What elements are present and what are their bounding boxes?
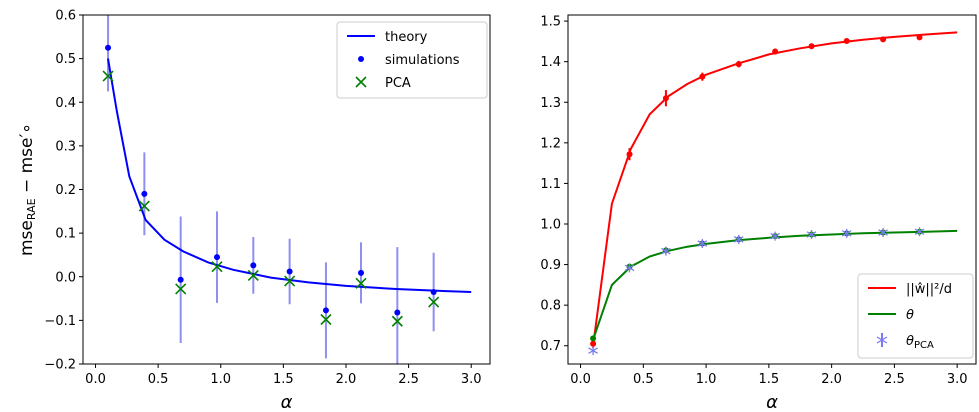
data-point — [213, 254, 220, 261]
x-tick-label: 2.0 — [336, 372, 357, 387]
data-point — [843, 37, 850, 44]
x-tick-label: 1.0 — [210, 372, 231, 387]
pca-star-marker — [806, 230, 817, 240]
y-tick-label: 0.8 — [540, 299, 561, 314]
data-point — [286, 268, 293, 275]
pca-marker — [428, 296, 440, 308]
pca-marker — [138, 200, 150, 212]
y-tick-label: 0.1 — [55, 227, 76, 242]
legend-star-handle — [876, 335, 888, 345]
x-tick-label: 3.0 — [947, 372, 968, 387]
y-axis-label: mseRAE − mse′∘ — [17, 123, 38, 256]
x-axis-label: α — [766, 392, 778, 412]
legend-dot-handle — [358, 56, 364, 62]
plot-area — [102, 15, 472, 364]
y-tick-label: 0.3 — [55, 139, 76, 154]
pca-star-marker — [624, 263, 635, 273]
y-tick-label: 0.7 — [540, 339, 561, 354]
left-chart: 0.0 0.5 1.0 1.5 2.0 2.5 3.0 −0.2 −0.1 0.0 0.1 0.2 0.… — [17, 9, 491, 412]
x-tick-label: 0.5 — [148, 372, 169, 387]
x-tick-label: 1.5 — [273, 372, 294, 387]
data-point — [699, 73, 706, 80]
data-point — [916, 34, 923, 41]
data-point — [880, 36, 887, 43]
legend-label: theory — [385, 30, 428, 45]
pca-star-marker — [733, 234, 744, 244]
legend-label: θPCA — [906, 334, 934, 351]
x-axis-label: α — [281, 392, 293, 412]
data-point — [662, 95, 669, 102]
data-point — [808, 43, 815, 50]
y-tick-label: 0.9 — [540, 258, 561, 273]
legend: theory simulations PCA — [336, 21, 488, 99]
y-tick-label: 0.2 — [55, 183, 76, 198]
x-tick-label: 0.5 — [633, 372, 654, 387]
y-tick-label: 1.4 — [540, 55, 561, 70]
x-tick-label: 0.0 — [570, 372, 591, 387]
y-tick-label: 0.0 — [55, 270, 76, 285]
data-point — [141, 190, 148, 197]
pca-star-marker — [661, 246, 671, 256]
pca-marker — [284, 275, 296, 287]
data-point — [590, 340, 597, 347]
y-tick-label: −0.1 — [44, 314, 76, 329]
y-tick-label: 0.5 — [55, 52, 76, 67]
y-tick-label: 1.3 — [540, 96, 561, 111]
pca-marker — [247, 269, 259, 282]
data-point — [430, 289, 437, 296]
legend-label: simulations — [385, 53, 460, 68]
data-point — [105, 44, 112, 51]
pca-star-marker — [770, 231, 780, 241]
data-point — [626, 151, 633, 158]
x-tick-label: 2.5 — [884, 372, 905, 387]
plot-area — [588, 31, 958, 356]
y-tick-label: 1.2 — [540, 136, 561, 151]
pca-marker — [355, 277, 367, 289]
pca-star-marker — [697, 238, 708, 248]
legend-x-handle — [355, 76, 367, 88]
pca-marker — [175, 283, 187, 295]
pca-star-marker — [878, 228, 888, 238]
data-point — [590, 335, 597, 342]
pca-star-marker — [914, 227, 925, 237]
right-chart: 0.0 0.5 1.0 1.5 2.0 2.5 3.0 0.7 0.8 0.9 1.0 1.1 1.2 1… — [540, 14, 977, 412]
y-tick-label: 1.1 — [540, 177, 561, 192]
pca-marker — [102, 70, 114, 82]
x-tick-label: 0.0 — [85, 372, 106, 387]
y-tick-label: 0.6 — [55, 9, 76, 24]
y-tick-label: 0.4 — [55, 96, 76, 111]
pca-marker — [211, 261, 223, 273]
x-tick-label: 1.0 — [696, 372, 717, 387]
y-tick-label: 1.0 — [540, 217, 561, 232]
data-point — [322, 307, 329, 314]
x-tick-label: 2.5 — [398, 372, 419, 387]
legend-label: θ — [906, 308, 914, 323]
y-tick-label: 1.5 — [540, 15, 561, 30]
legend: ||ŵ||²/d θ θPCA — [857, 273, 974, 359]
x-tick-label: 3.0 — [461, 372, 482, 387]
y-tick-label: −0.2 — [44, 358, 76, 373]
plot-frame — [567, 14, 977, 365]
data-point — [358, 269, 365, 276]
data-point — [250, 262, 257, 269]
legend-box — [336, 21, 488, 99]
pca-marker — [391, 315, 403, 327]
plot-frame — [82, 14, 491, 365]
data-point — [735, 61, 742, 68]
pca-star-marker — [841, 228, 852, 238]
pca-star-marker — [588, 346, 598, 356]
series-line — [107, 58, 472, 293]
legend-label: PCA — [385, 76, 411, 91]
pca-marker — [320, 313, 332, 326]
data-point — [772, 48, 779, 55]
legend-label: ||ŵ||²/d — [906, 282, 952, 297]
x-tick-label: 1.5 — [759, 372, 780, 387]
x-tick-label: 2.0 — [821, 372, 842, 387]
data-point — [177, 276, 184, 283]
data-point — [394, 309, 401, 316]
